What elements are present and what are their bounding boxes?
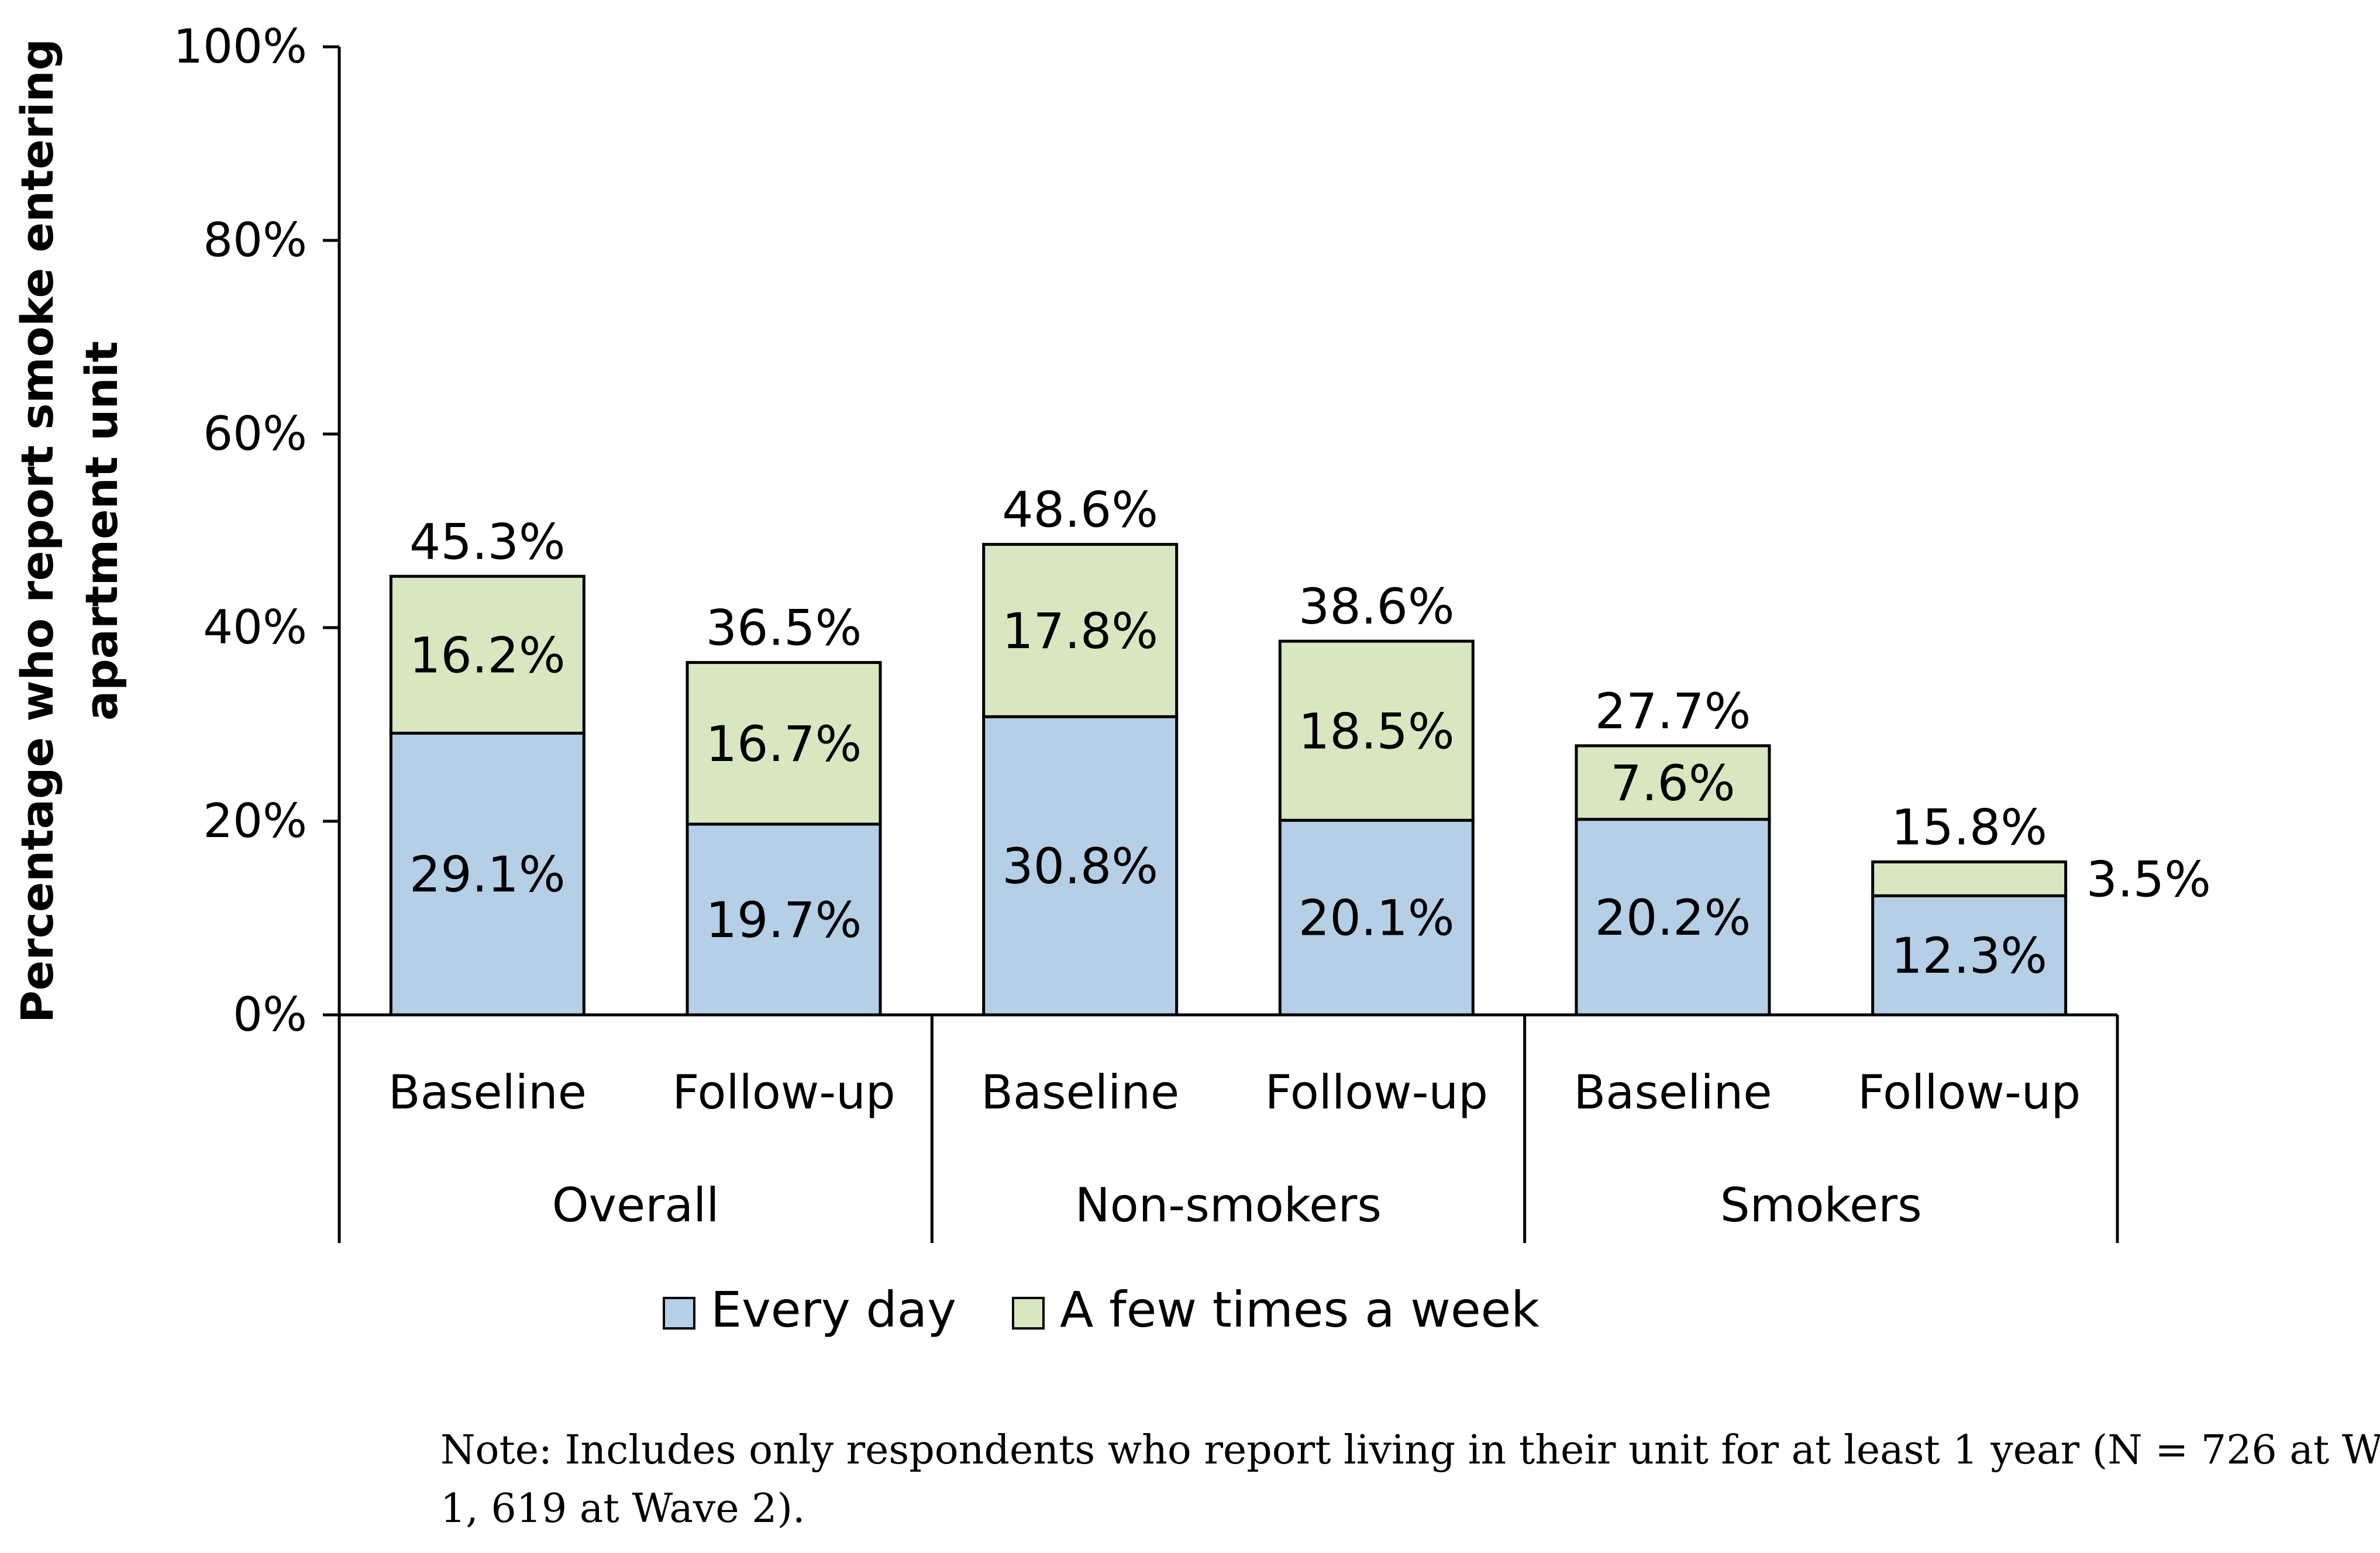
y-tick-label: 0%	[233, 987, 307, 1042]
x-tick-label: Follow-up	[1858, 1065, 2081, 1120]
y-tick-label: 40%	[203, 600, 307, 655]
segment-value-label: 7.6%	[1610, 755, 1735, 812]
bar-segment-every-day	[1871, 894, 2068, 1017]
group-label: Overall	[552, 1178, 719, 1232]
total-value-label: 45.3%	[409, 513, 566, 570]
bar-segment-few-times-week	[982, 543, 1179, 718]
y-axis-title-line: Percentage who report smoke entering	[11, 39, 63, 1023]
y-tick-label: 20%	[203, 794, 307, 848]
x-tick-label: Baseline	[1573, 1065, 1772, 1120]
x-axis: Baseline Follow-up Baseline Follow-up Baseli…	[337, 1013, 2119, 1243]
segment-value-label: 3.5%	[2086, 850, 2211, 908]
bars	[389, 543, 2068, 1017]
group-label: Smokers	[1720, 1178, 1922, 1232]
total-value-label: 38.6%	[1299, 578, 1455, 635]
total-value-label: 15.8%	[1891, 799, 2047, 856]
segment-value-label: 29.1%	[409, 846, 566, 903]
segment-value-label: 16.7%	[706, 715, 862, 773]
bar-segment-every-day	[982, 715, 1179, 1017]
y-axis-ticks: 0% 20% 40% 60% 80% 100%	[173, 19, 341, 1042]
bar-segment-few-times-week	[1575, 744, 1771, 821]
y-tick-label: 100%	[173, 19, 307, 74]
bar-segment-every-day	[686, 822, 882, 1017]
total-value-label: 36.5%	[706, 600, 862, 657]
segment-value-label: 19.7%	[706, 891, 862, 949]
bar-segment-every-day	[1278, 818, 1475, 1017]
footnote: Note: Includes only respondents who repo…	[440, 1421, 2380, 1538]
y-tick-label: 80%	[203, 213, 307, 267]
group-label: Non-smokers	[1075, 1178, 1382, 1232]
legend-label: A few times a week	[1060, 1281, 1539, 1338]
segment-value-label: 20.2%	[1595, 889, 1751, 946]
bar-segment-few-times-week	[686, 661, 882, 826]
segment-value-label: 30.8%	[1002, 838, 1158, 895]
total-value-label: 27.7%	[1595, 683, 1751, 740]
legend-label: Every day	[711, 1281, 956, 1338]
segment-value-label: 16.2%	[409, 626, 566, 684]
segment-value-label: 18.5%	[1299, 703, 1455, 760]
segment-value-label: 17.8%	[1002, 602, 1158, 660]
y-axis-title: Percentage who report smoke entering apar…	[11, 39, 128, 1023]
legend-swatch-few-times-week	[1012, 1297, 1045, 1330]
segment-value-label: 20.1%	[1299, 890, 1455, 947]
legend: Every day A few times a week	[663, 1281, 1539, 1338]
bar-segment-few-times-week	[1278, 639, 1475, 822]
x-tick-label: Follow-up	[672, 1065, 895, 1120]
bar-segment-few-times-week	[389, 574, 585, 735]
x-tick-label: Baseline	[388, 1065, 587, 1120]
bar-segment-few-times-week	[1871, 860, 2068, 897]
footnote-line-2: 1, 619 at Wave 2).	[440, 1486, 805, 1532]
y-tick-label: 60%	[203, 407, 307, 461]
bar-labels: 29.1% 16.2% 45.3% 19.7% 16.7% 36.5% 30.8% 17.8%…	[409, 481, 2211, 985]
legend-swatch-every-day	[663, 1297, 695, 1330]
segment-value-label: 12.3%	[1891, 927, 2047, 984]
y-axis-title-line: apartment unit	[75, 341, 128, 721]
x-tick-label: Baseline	[981, 1065, 1179, 1120]
x-tick-label: Follow-up	[1265, 1065, 1488, 1120]
footnote-line-1: Note: Includes only respondents who repo…	[440, 1427, 2380, 1473]
total-value-label: 48.6%	[1002, 481, 1158, 539]
